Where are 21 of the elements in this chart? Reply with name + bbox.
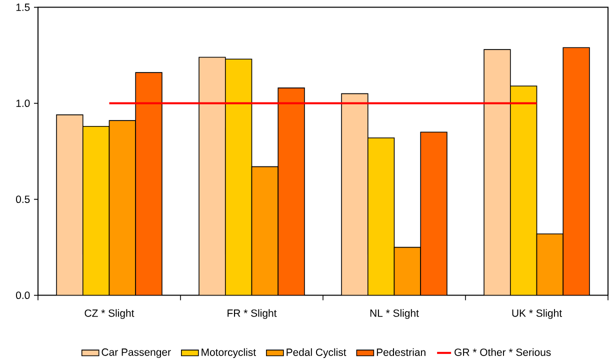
bar <box>82 126 110 296</box>
bar <box>510 86 538 296</box>
x-tick-label: CZ * Slight <box>84 309 134 320</box>
legend-label: Pedestrian <box>376 348 426 356</box>
legend-label: Motorcyclist <box>202 348 256 358</box>
y-tick-label: 1.5 <box>16 4 30 12</box>
bar <box>224 58 252 296</box>
x-tick-label: FR * Slight <box>228 309 277 320</box>
x-tick-label: NL * Slight <box>370 309 419 320</box>
bar <box>367 138 395 296</box>
legend-label: Pedal Cyclist <box>286 348 346 358</box>
y-tick-label: 1.0 <box>16 100 30 108</box>
bar <box>108 120 136 296</box>
y-tick-label: 0.5 <box>16 196 30 204</box>
legend-label: Car Passenger <box>102 348 171 358</box>
y-tick-label: 0.0 <box>16 292 30 300</box>
bar <box>536 234 564 296</box>
x-tick-label: UK * Slight <box>512 309 562 320</box>
bar <box>251 166 279 296</box>
legend-label: GR * Other * Serious <box>454 348 551 356</box>
bar <box>394 247 422 296</box>
